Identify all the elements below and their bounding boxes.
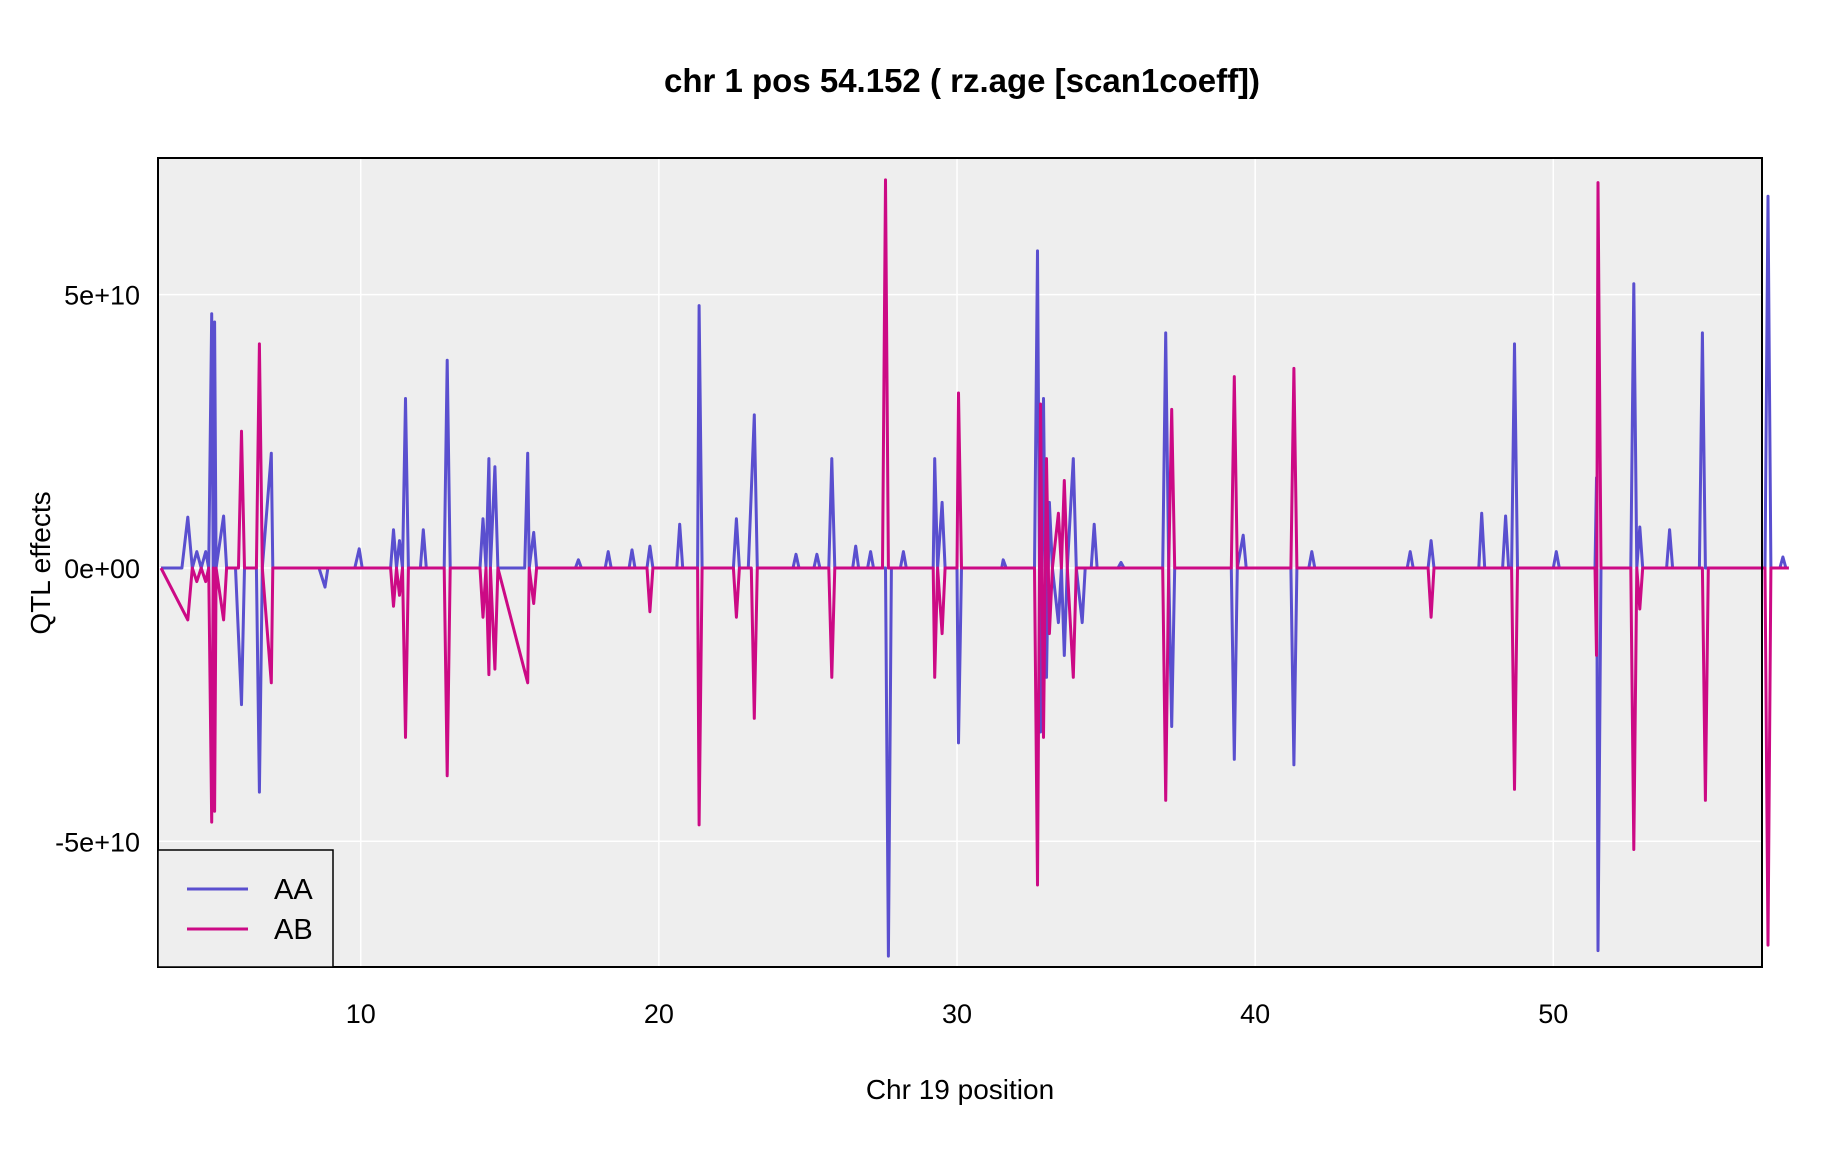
- x-axis-label: Chr 19 position: [866, 1074, 1054, 1105]
- legend-label-aa: AA: [274, 874, 313, 906]
- x-tick-label: 20: [644, 999, 674, 1029]
- legend-label-ab: AB: [274, 914, 313, 946]
- series-line-ab: [159, 178, 1789, 947]
- legend-box: [157, 849, 334, 968]
- x-tick-label: 10: [346, 999, 376, 1029]
- y-tick-label: -5e+10: [55, 827, 140, 857]
- series-group: [159, 178, 1789, 958]
- y-axis-ticks: -5e+10 0e+00 5e+10: [55, 281, 140, 858]
- x-tick-label: 50: [1538, 999, 1568, 1029]
- plot-border: [157, 157, 1763, 968]
- x-tick-label: 40: [1240, 999, 1270, 1029]
- y-axis-label: QTL effects: [25, 491, 56, 634]
- legend: AA AB: [157, 849, 334, 968]
- y-tick-label: 5e+10: [64, 281, 140, 311]
- x-axis-ticks: 10 20 30 40 50: [346, 999, 1569, 1029]
- chart-title: chr 1 pos 54.152 ( rz.age [scan1coeff]): [664, 62, 1260, 99]
- y-tick-label: 0e+00: [64, 554, 140, 584]
- x-tick-label: 30: [942, 999, 972, 1029]
